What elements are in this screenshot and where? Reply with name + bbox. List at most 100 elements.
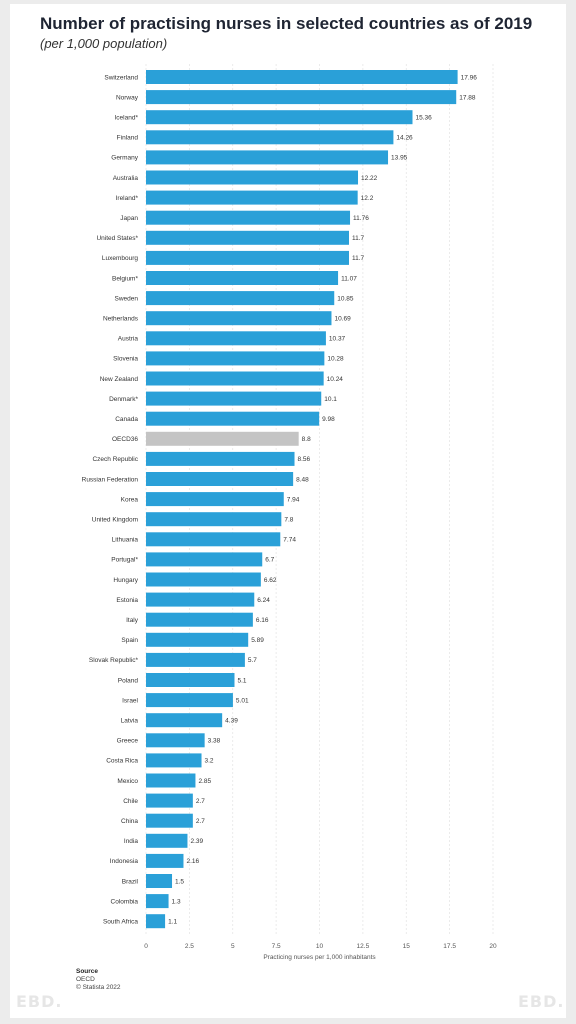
bar [146,673,235,687]
value-label: 1.3 [172,898,181,905]
category-label: New Zealand [100,376,139,383]
bar [146,894,169,909]
category-label: Italy [126,617,139,624]
category-label: OECD36 [112,436,138,443]
bar [146,693,233,708]
value-label: 10.37 [329,336,346,343]
category-label: United Kingdom [92,517,138,524]
category-label: Greece [117,738,139,745]
category-label: India [124,838,138,845]
category-label: China [121,818,138,825]
category-label: Chile [123,798,138,805]
value-label: 17.96 [461,74,478,81]
value-label: 6.62 [264,577,277,584]
value-label: 7.74 [283,537,296,544]
chart-title: Number of practising nurses in selected … [40,14,533,33]
category-label: Finland [117,135,139,142]
value-label: 2.16 [186,858,199,865]
bar [146,713,223,728]
category-label: Netherlands [103,316,139,323]
bar [146,492,284,507]
value-label: 6.24 [257,597,270,604]
bar [146,853,184,868]
bar [146,411,320,426]
value-label: 11.07 [341,275,357,282]
bar [146,391,322,406]
bar [146,331,326,346]
x-tick-label: 5 [231,943,235,950]
x-axis-label: Practicing nurses per 1,000 inhabitants [263,954,376,961]
bar [146,90,457,105]
category-label: Portugal* [111,557,138,564]
value-label: 12.22 [361,175,378,182]
x-tick-label: 17.5 [443,943,456,950]
category-label: Denmark* [109,396,138,403]
category-label: Latvia [121,718,139,725]
value-label: 10.24 [327,376,344,383]
category-label: Mexico [117,778,138,785]
x-tick-label: 2.5 [185,943,194,950]
category-label: Japan [120,215,138,222]
bar [146,431,299,446]
bar [146,592,255,607]
value-label: 7.8 [284,517,293,524]
category-label: Colombia [111,898,139,905]
bar [146,190,358,205]
value-label: 4.39 [225,718,238,725]
category-label: Switzerland [104,74,138,81]
value-label: 9.98 [322,416,335,423]
bar [146,874,173,888]
value-label: 10.1 [324,396,337,403]
bar [146,793,193,808]
value-label: 10.28 [327,356,344,363]
bar [146,733,205,748]
bar [146,70,458,84]
bar [146,130,394,145]
bar [146,572,261,587]
category-label: Spain [121,637,138,644]
category-label: Estonia [116,597,138,604]
category-label: Canada [115,416,138,423]
value-label: 6.7 [265,557,274,564]
bar [146,210,351,225]
x-tick-label: 15 [403,943,411,950]
bar [146,271,339,285]
value-label: 15.36 [415,115,432,122]
bar [146,351,325,366]
category-label: Costa Rica [106,758,138,765]
value-label: 7.94 [287,496,300,503]
value-label: 3.2 [205,758,214,765]
x-tick-label: 12.5 [357,943,370,950]
bar [146,110,413,125]
bar [146,552,263,567]
value-label: 10.69 [334,316,351,323]
value-label: 8.56 [298,456,311,463]
value-label: 10.85 [337,295,354,302]
category-label: Hungary [113,577,138,584]
category-label: Czech Republic [92,456,138,463]
category-label: Slovak Republic* [89,657,139,664]
value-label: 13.95 [391,155,408,162]
value-label: 6.16 [256,617,269,624]
value-label: 12.2 [361,195,374,202]
category-label: Iceland* [115,115,139,122]
value-label: 1.5 [175,878,184,885]
value-label: 8.8 [302,436,311,443]
value-label: 14.26 [396,135,413,142]
bar [146,291,335,306]
bar [146,170,359,185]
category-label: Sweden [115,295,139,302]
category-label: Slovenia [113,356,138,363]
value-label: 2.7 [196,798,205,805]
category-label: Russian Federation [82,476,139,483]
bar [146,532,281,547]
bar [146,451,295,466]
bar [146,773,196,788]
value-label: 8.48 [296,476,309,483]
value-label: 1.1 [168,919,177,926]
bar [146,512,282,527]
chart-subtitle: (per 1,000 population) [40,36,168,51]
source-name: OECD [76,976,95,983]
category-label: Germany [111,155,138,162]
